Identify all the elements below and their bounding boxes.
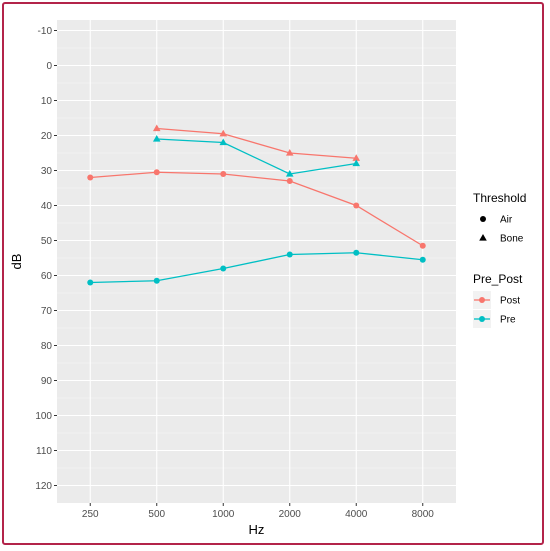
y-axis-title: dB [9, 254, 24, 270]
data-point-pre-air [153, 277, 160, 284]
data-point-post-bone [152, 124, 161, 132]
data-point-post-air [353, 202, 360, 209]
data-point-post-air [153, 169, 160, 176]
legend-title-pre-post: Pre_Post [473, 272, 523, 286]
data-point-pre-bone [285, 170, 294, 177]
legend-title-threshold: Threshold [473, 191, 526, 205]
data-point-pre-air [419, 256, 426, 263]
data-point-post-bone [285, 149, 294, 156]
series-line-pre-bone [156, 138, 357, 175]
x-tick-label: 1000 [212, 509, 235, 520]
y-tick-label: 0 [46, 61, 52, 72]
x-tick-label: 4000 [345, 509, 368, 520]
data-point-pre-air [353, 249, 360, 256]
y-tick-label: 80 [41, 341, 53, 352]
data-point-pre-air [87, 279, 94, 286]
x-axis-title: Hz [249, 522, 265, 537]
data-point-pre-bone [219, 138, 228, 146]
x-axis-ticks: 250 500 1000 2000 4000 8000 [82, 503, 434, 520]
data-point-post-air [87, 174, 94, 181]
grid-lines [57, 20, 456, 503]
y-tick-label: 90 [41, 376, 53, 387]
y-tick-label: 50 [41, 236, 53, 247]
x-tick-label: 8000 [412, 509, 435, 520]
data-points [87, 124, 426, 286]
x-tick-label: 500 [148, 509, 165, 520]
y-tick-label: 30 [41, 166, 53, 177]
series-line-post-air [90, 171, 424, 247]
legend-label: Post [500, 296, 520, 307]
legend-key-marker [479, 297, 485, 303]
y-tick-label: 70 [41, 306, 53, 317]
data-point-post-air [419, 242, 426, 249]
data-point-pre-air [220, 265, 227, 272]
legend-key-bone-icon [479, 234, 487, 241]
legend-label: Bone [500, 234, 524, 245]
legend-key-air-icon [480, 216, 486, 222]
data-point-post-air [220, 171, 227, 177]
y-tick-label: 10 [41, 96, 53, 107]
data-point-post-bone [219, 129, 228, 137]
legend-label: Pre [500, 315, 516, 326]
data-point-pre-bone [152, 135, 161, 142]
y-tick-label: 100 [35, 411, 52, 422]
data-point-post-air [286, 178, 293, 184]
series-line-pre-air [90, 252, 423, 284]
legend: Threshold Air Bone Pre_Post Post Pre [473, 191, 526, 328]
legend-label: Air [500, 215, 513, 226]
data-point-pre-air [286, 251, 293, 258]
y-tick-label: 60 [41, 271, 53, 282]
series-line-post-bone [156, 127, 357, 159]
y-tick-label: 20 [41, 131, 53, 142]
data-point-pre-bone [352, 159, 361, 167]
legend-key-marker [479, 316, 485, 322]
y-tick-label: 110 [36, 446, 52, 457]
series-lines [90, 127, 424, 284]
x-tick-label: 2000 [279, 509, 302, 520]
data-point-post-bone [352, 154, 361, 161]
y-tick-label: 40 [41, 201, 53, 212]
y-axis-ticks: -10 0 10 20 30 40 50 60 70 80 90 100 110 120 [35, 26, 57, 492]
y-tick-label: 120 [35, 481, 52, 492]
x-tick-label: 250 [82, 509, 99, 520]
y-tick-label: -10 [38, 26, 53, 37]
